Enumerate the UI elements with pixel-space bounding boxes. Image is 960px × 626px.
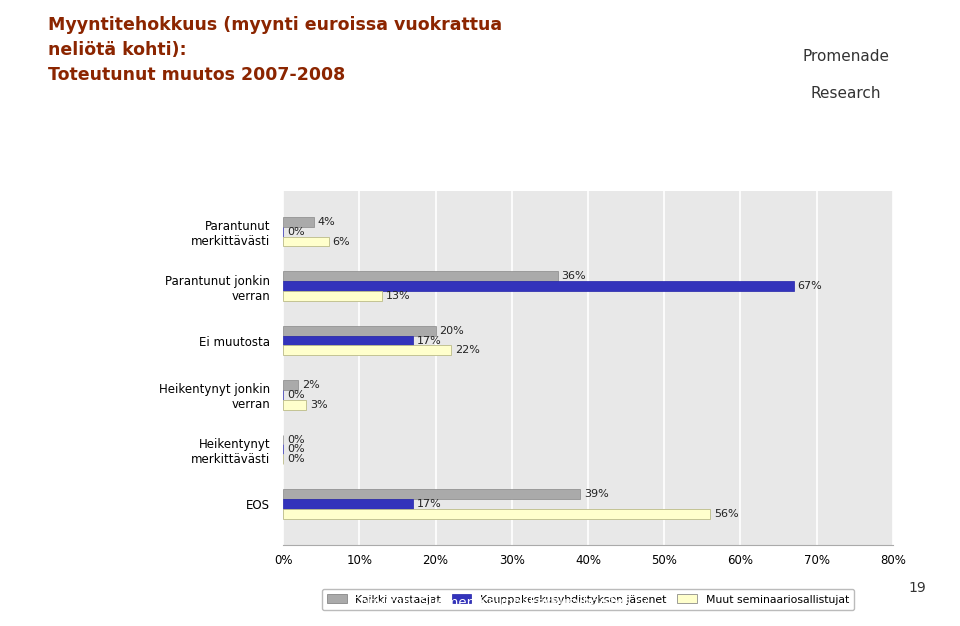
Text: 20%: 20% — [440, 326, 465, 336]
Bar — [283, 499, 413, 509]
Text: Toteutunut muutos 2007-2008: Toteutunut muutos 2007-2008 — [48, 66, 346, 84]
Bar — [283, 336, 413, 346]
Text: Promenade: Promenade — [803, 49, 889, 64]
Bar — [283, 489, 581, 499]
Text: 0%: 0% — [287, 390, 304, 400]
Text: 17%: 17% — [417, 336, 442, 346]
Legend: Kaikki vastaajat, Kauppakeskusyhdistyksen jäsenet, Muut seminaariosallistujat: Kaikki vastaajat, Kauppakeskusyhdistykse… — [322, 589, 854, 610]
Bar — [283, 326, 436, 336]
Text: 0%: 0% — [287, 454, 304, 464]
Text: 2%: 2% — [302, 380, 320, 390]
Text: 0%: 0% — [287, 444, 304, 454]
Text: 4%: 4% — [318, 217, 335, 227]
Bar — [283, 237, 329, 247]
Text: 0%: 0% — [287, 227, 304, 237]
Text: Copyright Suomen Kauppakeskusyhdistys ry: Copyright Suomen Kauppakeskusyhdistys ry — [350, 596, 648, 609]
Text: 67%: 67% — [798, 281, 823, 291]
Text: 3%: 3% — [310, 400, 327, 410]
Bar — [283, 217, 314, 227]
Text: Research: Research — [810, 86, 881, 101]
Text: Tulokset 24.11.2008 / Vastaajia yht. 56: Tulokset 24.11.2008 / Vastaajia yht. 56 — [19, 596, 250, 609]
Bar — [283, 281, 794, 291]
Text: 0%: 0% — [287, 434, 304, 444]
Text: neliötä kohti):: neliötä kohti): — [48, 41, 186, 59]
Bar — [283, 380, 299, 390]
Text: 19: 19 — [909, 581, 926, 595]
Bar — [283, 346, 451, 356]
Text: 36%: 36% — [562, 271, 586, 281]
Bar — [283, 272, 558, 281]
Text: 22%: 22% — [455, 346, 480, 356]
Text: Myyntitehokkuus (myynti euroissa vuokrattua: Myyntitehokkuus (myynti euroissa vuokrat… — [48, 16, 502, 34]
Bar — [283, 509, 709, 518]
Text: 39%: 39% — [585, 489, 609, 499]
Bar — [283, 291, 382, 301]
Text: 17%: 17% — [417, 499, 442, 509]
Text: 13%: 13% — [386, 291, 411, 301]
Text: 6%: 6% — [333, 237, 350, 247]
Bar — [283, 400, 306, 409]
Text: 56%: 56% — [713, 508, 738, 518]
